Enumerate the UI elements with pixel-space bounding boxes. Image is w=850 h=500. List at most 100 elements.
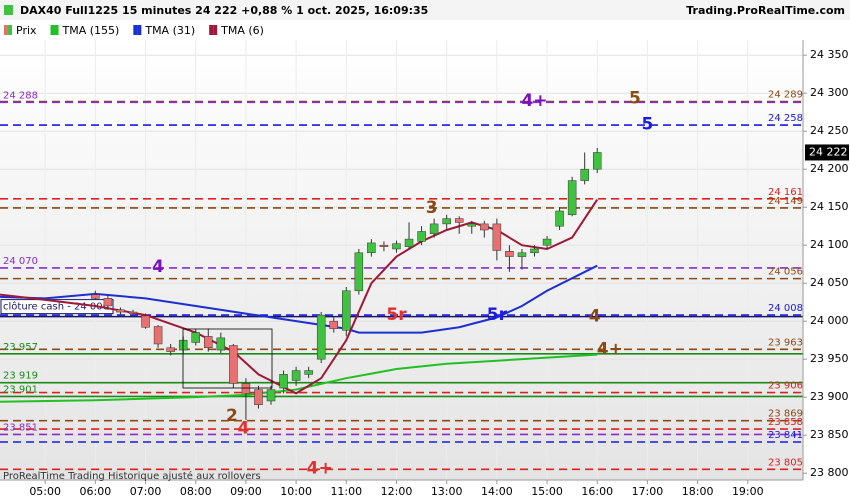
candle-body: [367, 242, 376, 254]
candle-body: [153, 326, 163, 345]
level-label: 23 805: [768, 457, 803, 468]
candle-body: [392, 243, 401, 250]
candle-body: [404, 238, 414, 247]
level-label: 23 851: [3, 422, 38, 433]
candle-body: [492, 223, 502, 251]
legend-swatch: [54, 25, 59, 35]
level-label: 23 957: [3, 342, 38, 353]
level-label: 24 008: [768, 303, 803, 314]
legend-swatch: [213, 25, 218, 35]
candle-body: [517, 252, 527, 257]
y-tick-label: 24 050: [810, 276, 849, 289]
header-bar: [0, 0, 850, 20]
x-tick-label: 16:00: [581, 485, 613, 498]
zone-box: [182, 328, 273, 389]
candle-body: [429, 223, 439, 235]
y-tick-label: 24 300: [810, 86, 849, 99]
legend-swatch: [137, 25, 142, 35]
chart-title: DAX40 Full1225 15 minutes 24 222 +0,88 %…: [20, 4, 428, 17]
x-tick-label: 05:00: [29, 485, 61, 498]
candle-body: [542, 238, 552, 246]
y-tick-label: 23 900: [810, 390, 849, 403]
annotation: 4: [237, 418, 249, 438]
annotation: 4: [589, 307, 601, 327]
candle-body: [91, 294, 100, 299]
x-tick-label: 18:00: [682, 485, 714, 498]
y-tick-label: 24 150: [810, 200, 849, 213]
legend-label: TMA (31): [144, 24, 195, 37]
annotation: 4+: [307, 459, 333, 479]
legend: Prix TMA (155) TMA (31) TMA (6): [4, 24, 264, 37]
level-label: 24 070: [3, 256, 38, 267]
level-label: 24 289: [768, 90, 803, 101]
x-tick-label: 09:00: [230, 485, 262, 498]
level-label: 24 056: [768, 267, 803, 278]
level-label: 24 149: [768, 196, 803, 207]
last-price-box: [805, 144, 849, 161]
x-tick-label: 13:00: [431, 485, 463, 498]
annotation: 5: [641, 114, 653, 134]
last-price-label: 24 222: [809, 145, 848, 158]
header-icon: [4, 5, 13, 15]
candle-body: [417, 231, 426, 242]
annotation: 4+: [597, 339, 623, 359]
level-label: 24 161: [768, 187, 803, 198]
y-tick-label: 24 350: [810, 48, 849, 61]
tma-line: [0, 199, 599, 395]
level-box: [0, 299, 114, 315]
candle-body: [204, 336, 213, 349]
candle-body: [291, 370, 301, 381]
source: Trading.ProRealTime.com: [686, 4, 845, 17]
candle-body: [592, 152, 602, 170]
candle-body: [166, 347, 175, 352]
candle-body: [342, 290, 351, 331]
candle-body: [191, 332, 200, 343]
legend-swatch: [4, 25, 8, 35]
annotation: 3: [426, 198, 438, 218]
level-label: 23 901: [3, 384, 38, 395]
legend-label: Prix: [16, 24, 37, 37]
x-tick-label: 08:00: [180, 485, 212, 498]
candle-body: [229, 345, 238, 384]
x-tick-label: 14:00: [481, 485, 513, 498]
annotation: 4: [152, 257, 164, 277]
annotation: 5r: [386, 305, 407, 325]
candle-body: [128, 311, 138, 314]
legend-swatch: [50, 25, 55, 35]
tma-line: [0, 353, 598, 403]
candle-body: [141, 315, 150, 328]
level-label: 23 858: [768, 417, 803, 428]
candle-body: [329, 320, 338, 330]
candle-body: [505, 251, 514, 257]
candle-body: [279, 374, 288, 389]
x-tick-label: 07:00: [130, 485, 162, 498]
y-tick-label: 24 250: [810, 124, 849, 137]
x-tick-label: 19:00: [732, 485, 764, 498]
annotation: 5: [629, 89, 641, 109]
x-tick-label: 15:00: [531, 485, 563, 498]
y-tick-label: 24 000: [810, 314, 849, 327]
candle-body: [442, 218, 451, 225]
candle-body: [103, 298, 113, 307]
annotation: 2: [226, 406, 238, 426]
y-tick-label: 24 200: [810, 162, 849, 175]
y-tick-label: 23 950: [810, 352, 849, 365]
candle-body: [467, 223, 477, 227]
candle-body: [379, 244, 389, 247]
candle-body: [530, 248, 539, 254]
candle-body: [266, 389, 276, 402]
x-tick-label: 17:00: [632, 485, 664, 498]
level-label: 23 963: [768, 337, 803, 348]
candle-body: [216, 337, 226, 351]
level-label: 24 258: [768, 113, 803, 124]
candle-body: [304, 370, 313, 375]
candle-body: [354, 252, 364, 292]
x-tick-label: 11:00: [330, 485, 362, 498]
y-tick-label: 24 100: [810, 238, 849, 251]
candle-body: [454, 218, 464, 223]
candle-body: [116, 309, 125, 313]
level-label: 23 869: [768, 409, 803, 420]
annotation: 5r: [487, 305, 508, 325]
level-label: 24 288: [3, 90, 38, 101]
